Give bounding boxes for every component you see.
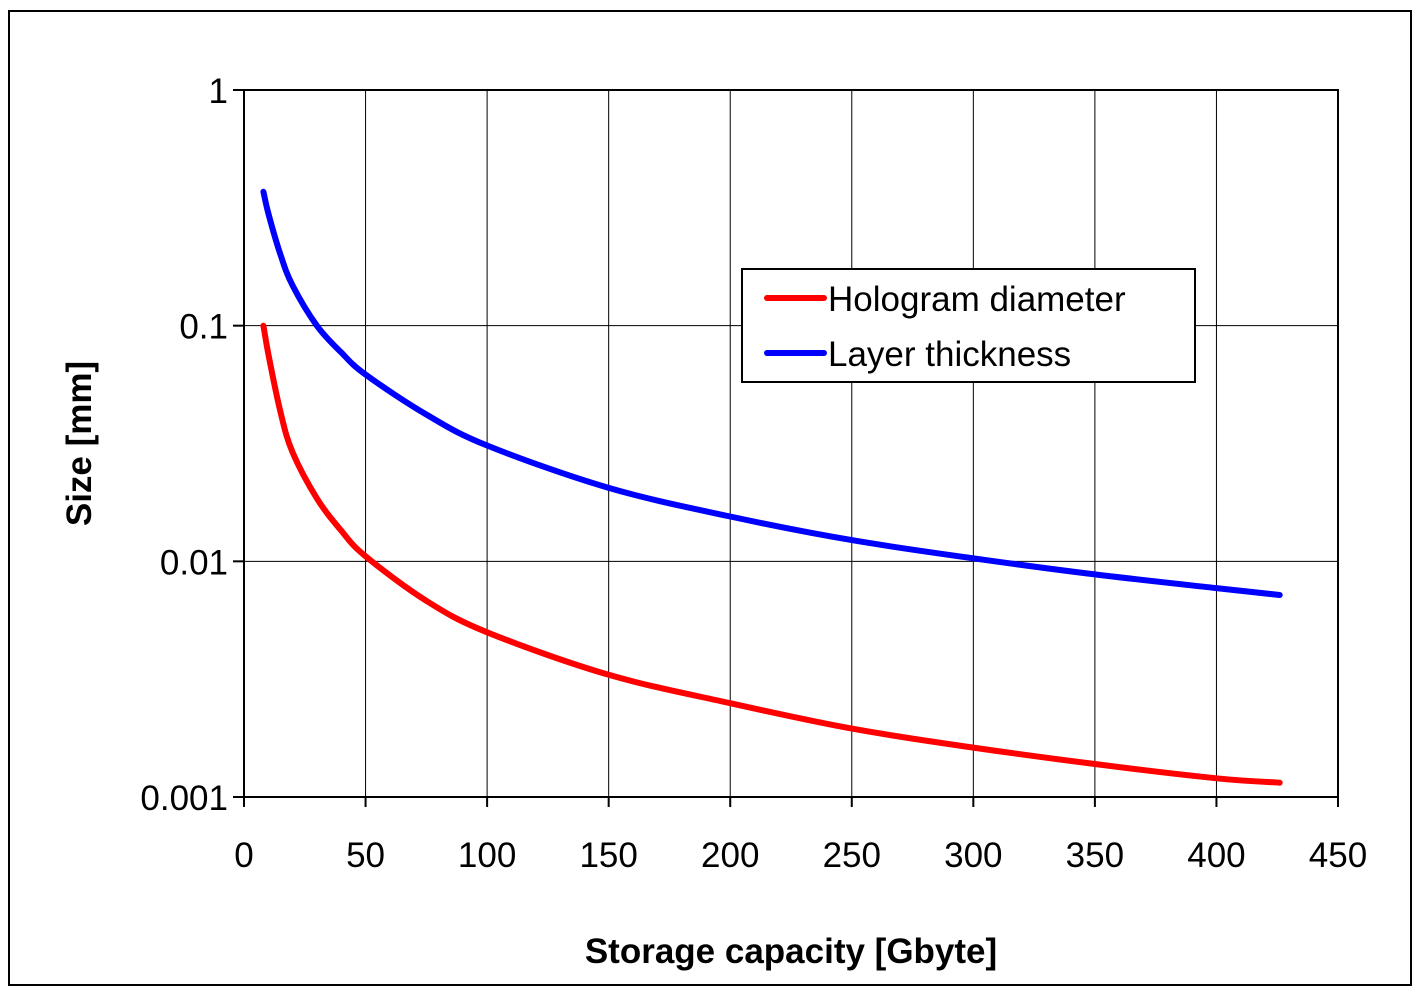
- x-tick-label: 100: [458, 836, 516, 875]
- gridlines: [244, 90, 1338, 797]
- legend-label: Hologram diameter: [828, 280, 1126, 319]
- x-tick-label: 50: [346, 836, 385, 875]
- y-tick-label: 0.1: [179, 308, 228, 347]
- series-lines: [260, 188, 1283, 786]
- x-tick-label: 0: [234, 836, 253, 875]
- series-line-layer-thickness: [260, 188, 1283, 598]
- x-tick-label: 450: [1309, 836, 1367, 875]
- x-tick-label: 200: [701, 836, 759, 875]
- y-tick-label: 1: [209, 72, 228, 111]
- x-tick-label: 350: [1066, 836, 1124, 875]
- legend-label: Layer thickness: [828, 335, 1071, 374]
- y-axis-label: Size [mm]: [60, 361, 99, 526]
- axis-ticks: 0 50 100 150 200 250 300 350 400 450 0.001 0.01 0.1 1: [140, 72, 1367, 875]
- y-tick-label: 0.001: [140, 779, 228, 818]
- x-tick-label: 300: [944, 836, 1002, 875]
- x-tick-label: 400: [1187, 836, 1245, 875]
- y-tick-label: 0.01: [160, 543, 228, 582]
- series-line-hologram-diameter: [260, 322, 1283, 786]
- legend: Hologram diameter Layer thickness: [741, 268, 1196, 383]
- x-axis-label: Storage capacity [Gbyte]: [585, 932, 997, 971]
- x-tick-label: 150: [579, 836, 637, 875]
- x-tick-label: 250: [823, 836, 881, 875]
- chart-frame: [8, 10, 1412, 986]
- legend-box: [741, 268, 1196, 383]
- plot-area: [243, 89, 1339, 798]
